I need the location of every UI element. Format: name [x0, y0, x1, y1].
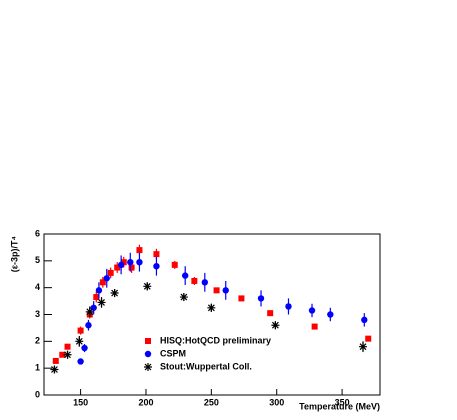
data-point: [308, 307, 316, 314]
data-point: [64, 343, 71, 350]
legend-label: CSPM: [160, 348, 186, 358]
data-point: [136, 247, 143, 254]
data-point: [103, 275, 110, 282]
data-point: [63, 350, 72, 359]
data-point: [117, 261, 125, 269]
data-point: [171, 261, 178, 268]
data-point: [181, 272, 189, 279]
y-tick-label: 6: [35, 228, 40, 238]
data-point: [77, 358, 84, 365]
data-point: [285, 303, 292, 310]
legend-marker: [145, 338, 151, 344]
data-point: [311, 323, 318, 330]
data-point: [143, 282, 152, 291]
data-point: [128, 264, 135, 271]
data-point: [107, 269, 114, 276]
data-point: [191, 277, 198, 284]
data-point: [85, 322, 92, 329]
data-point: [257, 295, 265, 302]
y-tick-label: 5: [35, 255, 40, 265]
data-point: [85, 307, 94, 316]
y-tick-label: 2: [35, 336, 40, 346]
data-point: [238, 295, 245, 302]
x-axis-label: Temperature (MeV): [299, 401, 380, 411]
x-tick-label: 350: [335, 397, 350, 407]
data-point: [271, 321, 280, 330]
data-point: [179, 293, 188, 302]
data-point: [77, 327, 84, 334]
data-point: [136, 258, 143, 266]
data-point: [365, 335, 372, 342]
data-point: [127, 258, 134, 266]
data-point: [359, 342, 368, 351]
data-point: [120, 259, 127, 266]
x-tick-label: 250: [204, 397, 219, 407]
y-axis-label: (ε-3p)/T⁴: [9, 236, 19, 272]
x-tick-label: 300: [269, 397, 284, 407]
x-tick-label: 200: [138, 397, 153, 407]
data-point: [81, 344, 88, 352]
data-point: [95, 287, 103, 294]
x-tick-label: 150: [73, 397, 88, 407]
y-tick-label: 4: [35, 282, 40, 292]
legend-label: HISQ:HotQCD preliminary: [160, 335, 271, 345]
data-point: [201, 279, 209, 286]
y-tick-label: 3: [35, 309, 40, 319]
data-point: [59, 351, 66, 358]
data-point: [50, 365, 59, 374]
legend-label: Stout:Wuppertal Coll.: [160, 361, 252, 371]
y-tick-label: 1: [35, 363, 40, 373]
y-tick-label: 0: [35, 389, 40, 399]
data-point: [110, 289, 119, 298]
data-point: [52, 357, 59, 364]
data-point: [97, 298, 106, 307]
legend-marker: [144, 363, 152, 371]
data-point: [327, 311, 334, 318]
data-point: [267, 310, 274, 317]
data-point: [361, 316, 368, 324]
data-point: [153, 263, 160, 270]
data-point: [99, 279, 106, 286]
data-point: [114, 264, 121, 271]
data-point: [207, 303, 216, 312]
data-point: [213, 287, 220, 294]
data-point: [153, 251, 160, 258]
data-point: [93, 294, 100, 301]
legend-marker: [144, 350, 152, 358]
data-point: [222, 287, 229, 294]
data-point: [75, 337, 84, 346]
